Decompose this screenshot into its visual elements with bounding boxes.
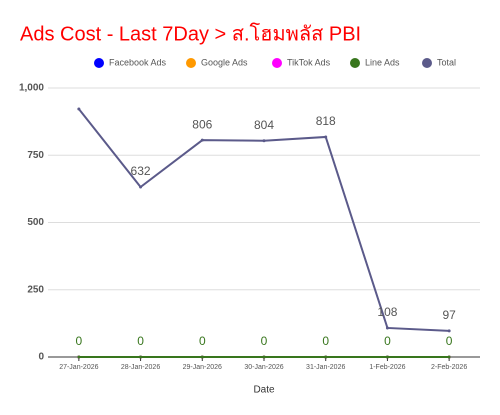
x-tick-label: 31-Jan-2026 <box>306 364 345 371</box>
data-point <box>385 355 389 359</box>
data-label: 806 <box>192 117 212 131</box>
data-label: 0 <box>76 334 83 348</box>
data-point <box>324 135 328 139</box>
x-tick-label: 2-Feb-2026 <box>431 364 467 371</box>
data-label: 0 <box>199 334 206 348</box>
data-point <box>200 138 204 142</box>
y-tick-label: 250 <box>27 284 44 295</box>
data-point <box>139 185 143 189</box>
data-point <box>262 139 266 143</box>
legend-marker <box>94 58 104 68</box>
data-point <box>200 355 204 359</box>
data-point <box>77 355 81 359</box>
data-label: 818 <box>316 114 336 128</box>
legend-marker <box>272 58 282 68</box>
y-tick-label: 1,000 <box>19 83 44 94</box>
data-label: 0 <box>261 334 268 348</box>
y-tick-label: 750 <box>27 150 44 161</box>
x-tick-label: 30-Jan-2026 <box>244 364 283 371</box>
y-tick-label: 0 <box>38 352 44 363</box>
data-point <box>447 329 451 333</box>
legend-label: TikTok Ads <box>287 57 331 67</box>
data-point <box>139 355 143 359</box>
data-label: 97 <box>442 308 456 322</box>
x-axis-title: Date <box>253 385 275 396</box>
legend-marker <box>186 58 196 68</box>
x-tick-label: 1-Feb-2026 <box>369 364 405 371</box>
x-tick-label: 27-Jan-2026 <box>59 364 98 371</box>
legend-label: Facebook Ads <box>109 57 167 67</box>
x-tick-label: 29-Jan-2026 <box>183 364 222 371</box>
data-point <box>324 355 328 359</box>
chart-title: Ads Cost - Last 7Day > ส.โฮมพลัส PBI <box>20 22 361 45</box>
x-tick-label: 28-Jan-2026 <box>121 364 160 371</box>
data-label: 804 <box>254 118 274 132</box>
data-point <box>77 107 81 111</box>
legend-marker <box>350 58 360 68</box>
data-label: 0 <box>446 334 453 348</box>
legend-marker <box>422 58 432 68</box>
data-label: 0 <box>384 334 391 348</box>
legend-label: Total <box>437 57 456 67</box>
data-label: 0 <box>322 334 329 348</box>
y-tick-label: 500 <box>27 217 44 228</box>
data-label: 632 <box>131 164 151 178</box>
data-label: 0 <box>137 334 144 348</box>
data-point <box>262 355 266 359</box>
data-point <box>385 326 389 330</box>
legend-label: Google Ads <box>201 57 248 67</box>
data-label: 108 <box>377 305 397 319</box>
data-point <box>447 355 451 359</box>
series-line <box>78 108 450 332</box>
legend-label: Line Ads <box>365 57 400 67</box>
